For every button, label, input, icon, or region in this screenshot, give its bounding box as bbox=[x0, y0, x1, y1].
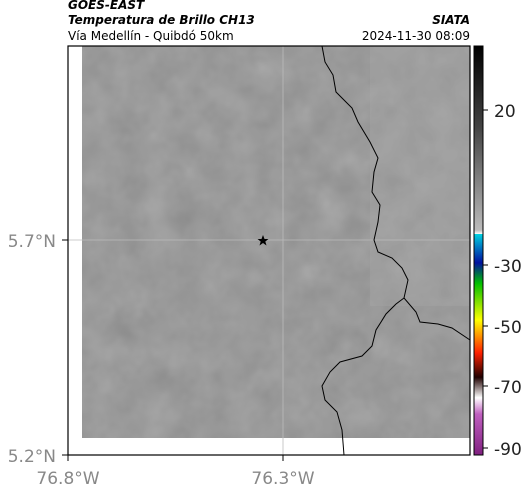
lon-tick-label: 76.8°W bbox=[36, 469, 99, 489]
datetime: 2024-11-30 08:09 bbox=[362, 29, 470, 43]
lat-tick-label: 5.2°N bbox=[8, 447, 56, 467]
colorbar-tick-label: -70 bbox=[494, 378, 522, 398]
colorbar-tick-label: 20 bbox=[494, 102, 516, 122]
colorbar-scale bbox=[473, 45, 484, 456]
platform: GOES-EAST bbox=[68, 0, 145, 12]
map: 5.7°N 5.2°N 76.8°W 76.3°W bbox=[8, 45, 471, 489]
region: Vía Medellín - Quibdó 50km bbox=[68, 29, 234, 43]
lon-tick-label: 76.3°W bbox=[251, 469, 314, 489]
colorbar-tick-label: -90 bbox=[494, 440, 522, 460]
colorbar: 20 -30 -50 -70 -90 bbox=[473, 45, 522, 460]
colorbar-tick-label: -50 bbox=[494, 318, 522, 338]
border bbox=[321, 297, 405, 456]
colorbar-tick-label: -30 bbox=[494, 257, 522, 277]
map-frame bbox=[67, 45, 471, 456]
border bbox=[321, 45, 471, 341]
location-star bbox=[257, 235, 269, 246]
product: Temperatura de Brillo CH13 bbox=[68, 13, 255, 27]
texture bbox=[82, 46, 470, 438]
source: SIATA bbox=[432, 13, 470, 27]
lat-tick-label: 5.7°N bbox=[8, 232, 56, 252]
bright-zone bbox=[370, 46, 470, 306]
